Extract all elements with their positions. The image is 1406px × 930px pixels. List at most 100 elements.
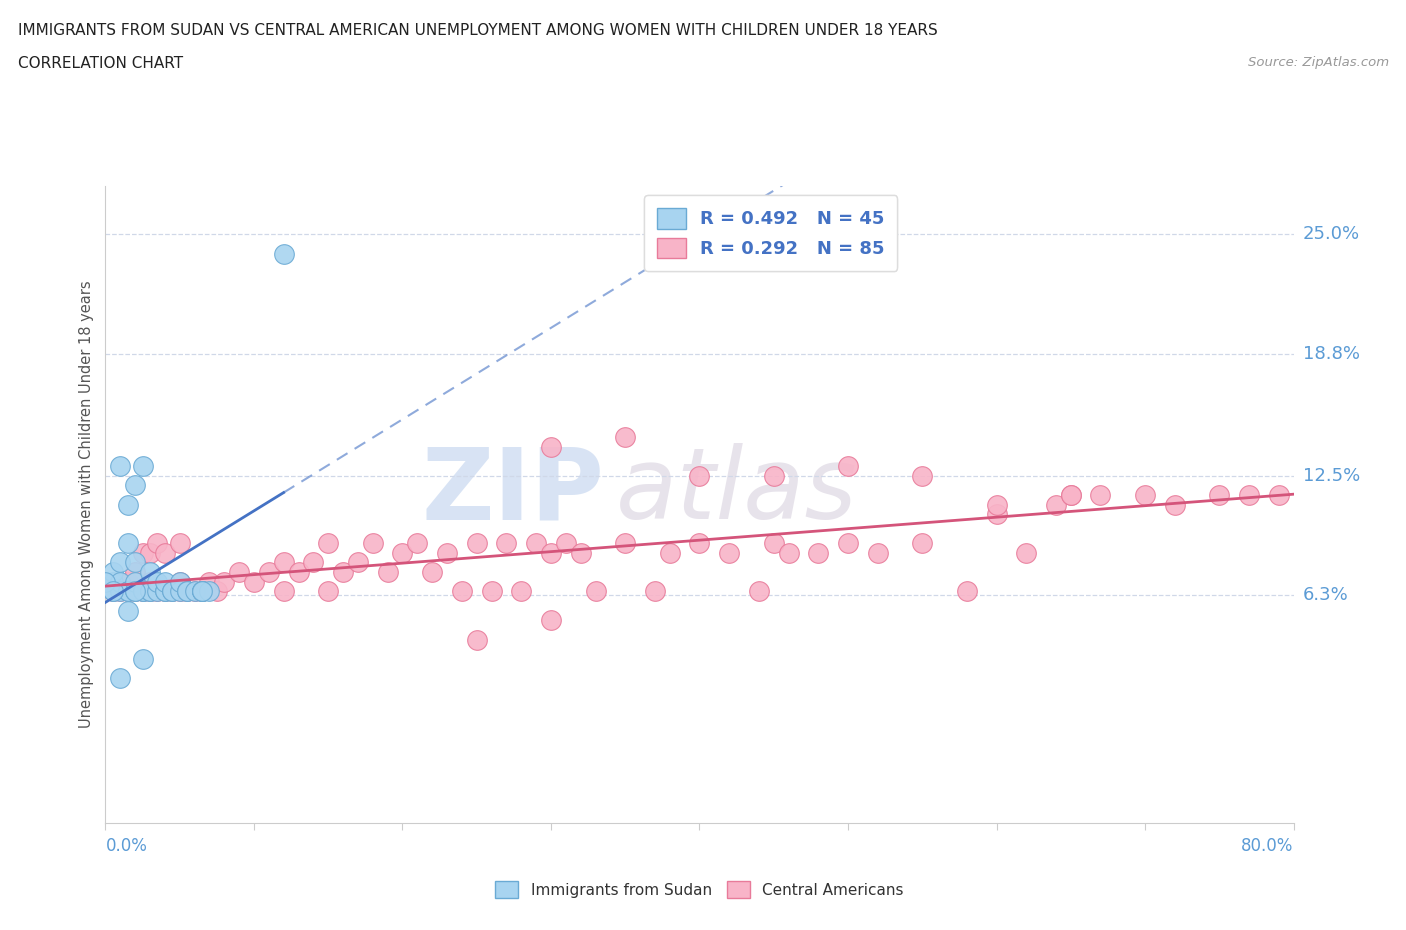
Point xyxy=(465,536,488,551)
Legend: R = 0.492   N = 45, R = 0.292   N = 85: R = 0.492 N = 45, R = 0.292 N = 85 xyxy=(644,195,897,271)
Text: Source: ZipAtlas.com: Source: ZipAtlas.com xyxy=(1249,56,1389,69)
Point xyxy=(139,575,162,590)
Point xyxy=(117,584,139,599)
Point xyxy=(762,536,785,551)
Point xyxy=(866,545,889,560)
Text: 80.0%: 80.0% xyxy=(1241,837,1294,855)
Text: 0.0%: 0.0% xyxy=(105,837,148,855)
Point xyxy=(361,536,384,551)
Text: 12.5%: 12.5% xyxy=(1303,467,1360,485)
Point xyxy=(302,555,325,570)
Point xyxy=(807,545,830,560)
Point xyxy=(191,584,214,599)
Point xyxy=(124,555,146,570)
Point xyxy=(131,545,153,560)
Point xyxy=(139,584,162,599)
Point xyxy=(117,604,139,618)
Point xyxy=(110,671,132,685)
Point xyxy=(117,575,139,590)
Point xyxy=(124,584,146,599)
Point xyxy=(540,545,562,560)
Point xyxy=(420,565,443,579)
Point xyxy=(391,545,413,560)
Point xyxy=(124,565,146,579)
Point xyxy=(124,575,146,590)
Point xyxy=(94,575,117,590)
Point xyxy=(110,555,132,570)
Point xyxy=(169,575,191,590)
Point xyxy=(911,468,934,483)
Point xyxy=(131,584,153,599)
Point xyxy=(139,584,162,599)
Point xyxy=(117,584,139,599)
Point xyxy=(101,584,124,599)
Point xyxy=(131,652,153,667)
Point xyxy=(176,584,198,599)
Point xyxy=(117,498,139,512)
Point xyxy=(183,584,205,599)
Point xyxy=(139,584,162,599)
Point xyxy=(585,584,607,599)
Point xyxy=(169,575,191,590)
Point xyxy=(228,565,250,579)
Point xyxy=(1237,487,1260,502)
Point xyxy=(1060,487,1083,502)
Point xyxy=(748,584,770,599)
Point xyxy=(911,536,934,551)
Point xyxy=(191,584,214,599)
Point xyxy=(162,584,184,599)
Point xyxy=(495,536,517,551)
Point xyxy=(316,536,339,551)
Point xyxy=(198,584,221,599)
Point xyxy=(124,478,146,493)
Point xyxy=(1015,545,1038,560)
Point xyxy=(101,584,124,599)
Point xyxy=(316,584,339,599)
Point xyxy=(614,536,637,551)
Point xyxy=(689,468,711,483)
Point xyxy=(146,575,169,590)
Point xyxy=(139,565,162,579)
Point xyxy=(481,584,503,599)
Point xyxy=(131,458,153,473)
Point xyxy=(131,584,153,599)
Point xyxy=(153,584,176,599)
Point xyxy=(101,584,124,599)
Point xyxy=(191,584,214,599)
Point xyxy=(131,584,153,599)
Point xyxy=(169,536,191,551)
Point xyxy=(540,439,562,454)
Point xyxy=(986,507,1008,522)
Point xyxy=(153,584,176,599)
Text: atlas: atlas xyxy=(616,444,858,540)
Point xyxy=(1208,487,1230,502)
Text: 25.0%: 25.0% xyxy=(1303,225,1360,244)
Point xyxy=(110,458,132,473)
Point xyxy=(287,565,309,579)
Point xyxy=(778,545,800,560)
Point xyxy=(1133,487,1156,502)
Point xyxy=(124,584,146,599)
Point xyxy=(191,584,214,599)
Point xyxy=(139,545,162,560)
Point xyxy=(146,584,169,599)
Point xyxy=(257,565,280,579)
Point xyxy=(644,584,666,599)
Point xyxy=(524,536,547,551)
Point xyxy=(176,584,198,599)
Point xyxy=(1060,487,1083,502)
Point xyxy=(569,545,592,560)
Point xyxy=(110,575,132,590)
Point xyxy=(689,536,711,551)
Point xyxy=(450,584,472,599)
Point xyxy=(153,575,176,590)
Text: CORRELATION CHART: CORRELATION CHART xyxy=(18,56,183,71)
Point xyxy=(183,584,205,599)
Point xyxy=(101,565,124,579)
Point xyxy=(153,545,176,560)
Point xyxy=(377,565,399,579)
Point xyxy=(117,584,139,599)
Point xyxy=(153,584,176,599)
Point xyxy=(718,545,741,560)
Point xyxy=(956,584,979,599)
